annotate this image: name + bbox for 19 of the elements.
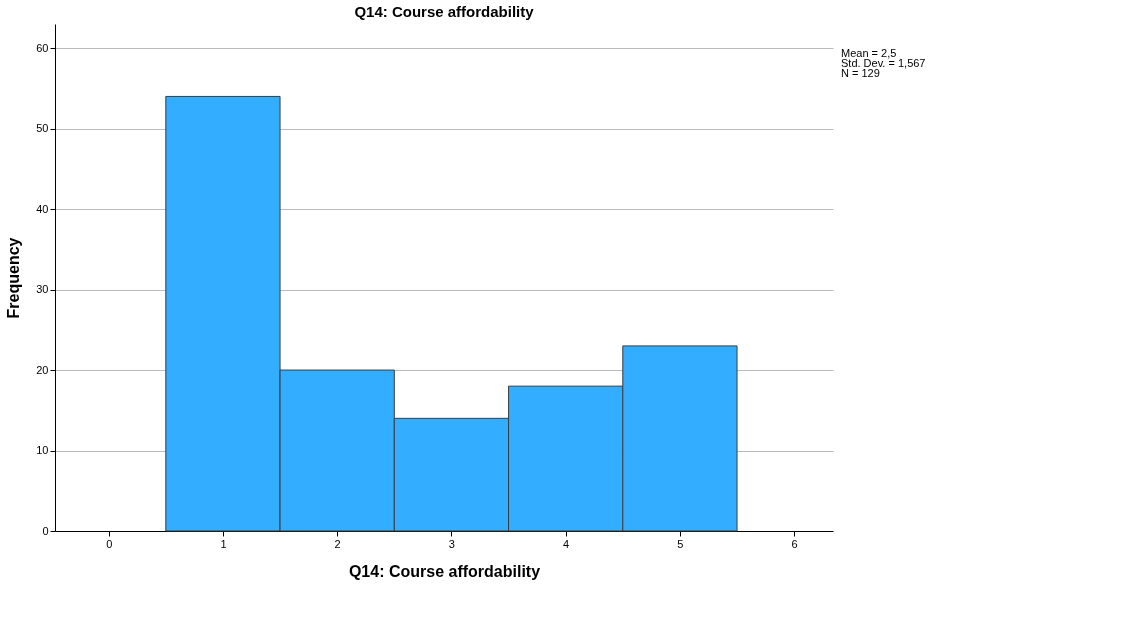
x-tick-label: 2: [334, 537, 341, 550]
y-tick-label: 10: [36, 444, 49, 457]
y-tick-label: 50: [36, 122, 49, 135]
x-tick-label: 1: [220, 537, 227, 550]
x-tick-label: 0: [106, 537, 113, 550]
text: Mean = 2,5: [841, 47, 897, 59]
y-tick-label: 20: [36, 363, 49, 376]
y-axis-title: Frequency: [5, 237, 23, 319]
y-tick-label: 60: [36, 41, 49, 54]
x-axis-title: Q14: Course affordability: [348, 562, 541, 580]
text: N = 129: [841, 67, 880, 79]
chart-title: Q14: Course affordability: [354, 3, 535, 20]
y-tick-label: 30: [36, 283, 49, 296]
y-tick-label: 0: [42, 524, 49, 537]
x-tick-label: 3: [448, 537, 455, 550]
x-tick-label: 5: [677, 537, 684, 550]
x-tick-label: 6: [791, 537, 798, 550]
x-tick-label: 4: [563, 537, 570, 550]
y-tick-label: 40: [36, 202, 49, 215]
